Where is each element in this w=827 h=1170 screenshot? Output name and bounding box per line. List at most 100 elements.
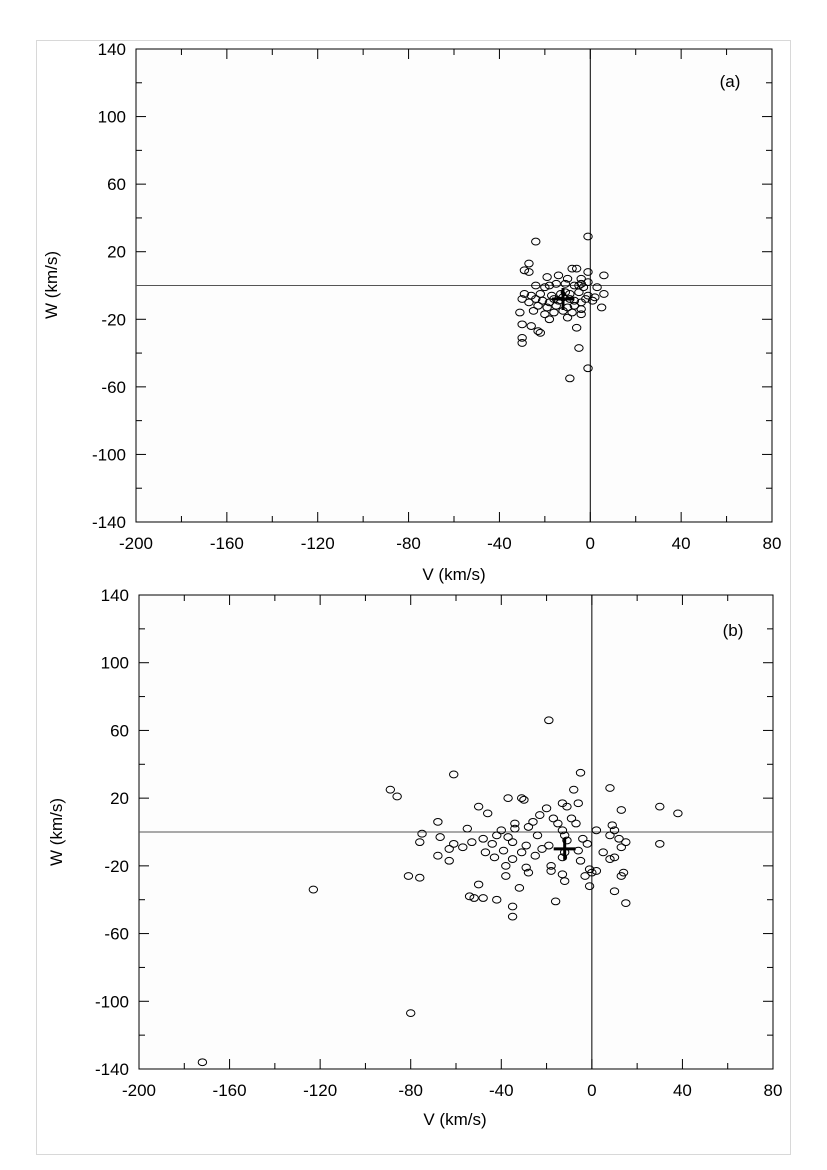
data-point-b xyxy=(458,843,468,852)
data-point-b xyxy=(516,848,527,857)
data-point-b xyxy=(544,716,554,725)
data-point-b xyxy=(415,873,425,882)
data-point-a xyxy=(519,290,530,298)
data-point-b xyxy=(473,802,484,811)
data-point-b xyxy=(510,824,520,833)
data-point-b xyxy=(616,806,626,814)
y-tick-label-b: 60 xyxy=(110,721,129,740)
y-tick-label-a: 60 xyxy=(107,175,126,194)
data-point-b xyxy=(530,851,540,860)
data-point-b xyxy=(548,814,559,823)
data-point-b xyxy=(510,819,520,828)
data-point-a xyxy=(576,305,586,314)
data-point-a xyxy=(599,290,609,298)
data-point-a xyxy=(569,281,580,290)
data-point-b xyxy=(557,826,568,835)
data-point-a xyxy=(596,303,607,312)
data-point-b xyxy=(473,880,484,889)
x-tick-label-a: -160 xyxy=(210,534,244,553)
data-point-b xyxy=(392,792,402,801)
y-tick-label-b: 100 xyxy=(101,654,129,673)
data-point-b xyxy=(559,877,570,885)
data-point-b xyxy=(483,809,493,818)
data-point-b xyxy=(580,872,590,880)
x-tick-label-b: -80 xyxy=(398,1081,423,1100)
data-point-b xyxy=(582,839,593,848)
data-point-b xyxy=(498,846,509,855)
data-point-b xyxy=(519,795,529,804)
data-point-b xyxy=(591,867,602,875)
data-point-b xyxy=(462,824,473,833)
data-point-a xyxy=(583,364,593,373)
x-tick-label-b: 80 xyxy=(764,1081,783,1100)
data-point-a xyxy=(567,264,577,273)
panel-b-scatter-plot: -200 -160 -120 -80 -40 0 40 80 140 100 60 20 -20 -60… xyxy=(47,586,782,1129)
data-point-a xyxy=(599,271,609,280)
x-tick-label-b: -40 xyxy=(489,1081,514,1100)
data-point-b xyxy=(546,861,556,870)
data-point-a xyxy=(581,295,591,303)
panel-a-label: (a) xyxy=(720,72,741,91)
data-point-a xyxy=(565,374,575,383)
x-tick-label-a: -200 xyxy=(119,534,153,553)
data-point-a xyxy=(524,268,534,276)
data-point-a xyxy=(578,283,589,292)
data-point-b xyxy=(417,829,427,838)
data-point-a xyxy=(515,308,525,317)
data-point-b xyxy=(514,883,525,892)
data-point-b xyxy=(578,834,588,843)
y-tick-label-a: -60 xyxy=(101,378,126,397)
data-point-a xyxy=(526,322,536,330)
data-point-b xyxy=(433,851,443,860)
data-point-b xyxy=(609,853,620,862)
data-point-b xyxy=(607,821,617,830)
data-point-b xyxy=(532,831,543,840)
data-point-b xyxy=(197,1058,208,1067)
data-point-b xyxy=(541,804,552,813)
x-tick-label-b: -160 xyxy=(213,1081,247,1100)
data-point-a xyxy=(567,308,577,317)
data-point-a xyxy=(587,296,598,305)
data-point-b xyxy=(469,894,479,902)
data-point-b xyxy=(507,838,518,847)
data-point-a xyxy=(528,306,539,315)
data-point-b xyxy=(605,855,615,863)
data-point-a xyxy=(544,315,555,324)
data-point-a xyxy=(524,298,534,307)
data-point-b xyxy=(435,833,445,841)
data-point-a xyxy=(524,259,534,268)
data-point-a xyxy=(517,339,527,347)
x-tick-label-a: -120 xyxy=(301,534,335,553)
data-point-b xyxy=(521,841,531,850)
panel-b-label: (b) xyxy=(723,621,744,640)
data-point-a xyxy=(517,295,527,303)
data-point-b xyxy=(553,819,563,828)
data-point-a xyxy=(574,344,584,352)
data-point-b xyxy=(444,856,454,865)
x-tick-label-a: 0 xyxy=(586,534,595,553)
data-point-b xyxy=(503,833,513,841)
data-point-b xyxy=(507,902,518,911)
data-point-b xyxy=(478,834,488,843)
data-point-b xyxy=(521,863,531,872)
x-tick-label-a: -80 xyxy=(396,534,421,553)
data-point-a xyxy=(551,279,561,288)
data-point-a xyxy=(517,333,527,342)
x-tick-label-b: 0 xyxy=(587,1081,596,1100)
data-point-b xyxy=(614,834,624,843)
data-point-b xyxy=(496,826,506,835)
data-point-a xyxy=(542,273,552,281)
data-point-b xyxy=(492,895,502,904)
data-point-b xyxy=(467,838,477,847)
data-point-b xyxy=(464,892,475,901)
data-point-b xyxy=(492,831,502,840)
data-point-b xyxy=(535,811,545,819)
data-point-b xyxy=(655,802,665,811)
data-point-a xyxy=(574,288,584,297)
data-point-b xyxy=(621,838,631,847)
data-point-a xyxy=(553,271,564,280)
data-point-b xyxy=(550,897,561,906)
data-point-b xyxy=(308,885,319,894)
data-point-b xyxy=(569,785,579,794)
data-point-a xyxy=(540,310,550,319)
